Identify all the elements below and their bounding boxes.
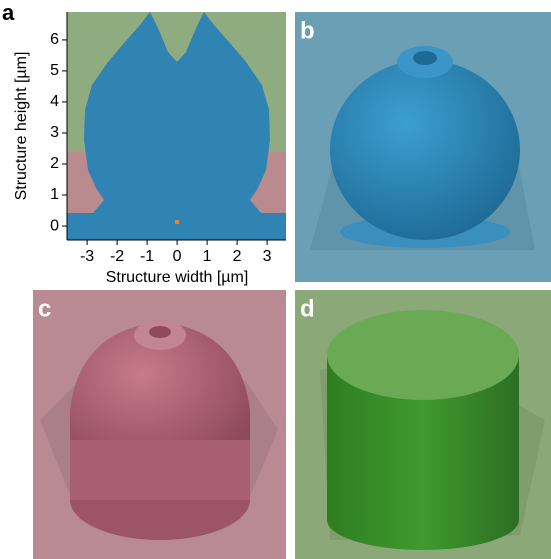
x-tick-label: 2 [233,248,242,265]
x-axis-label: Structure width [µm] [106,269,249,286]
panel-label: a [2,0,15,25]
x-tick-label: -3 [80,248,94,265]
panel-c: c [33,290,286,559]
y-axis-label: Structure height [µm] [13,52,30,201]
y-tick-label: 5 [50,62,59,79]
panel-a: a Structure width [µm] Structure height … [2,0,286,286]
y-tick-label: 2 [50,155,59,172]
y-tick-label: 4 [50,93,59,110]
panel-label: c [38,295,51,322]
y-tick-label: 6 [50,31,59,48]
opening [413,51,437,65]
x-tick-label: -2 [110,248,124,265]
wall [70,440,250,500]
origin-marker [175,220,179,224]
x-tick-label: 3 [263,248,272,265]
panel-d: d [295,290,551,559]
panel-label: b [300,17,315,44]
figure: a Structure width [µm] Structure height … [0,0,551,559]
x-tick-label: 1 [203,248,212,265]
y-tick-label: 3 [50,124,59,141]
x-tick-label: -1 [140,248,154,265]
panel-b: b [295,12,551,282]
x-tick-label: 0 [173,248,182,265]
y-tick-label: 1 [50,186,59,203]
opening [149,326,171,338]
body [330,60,520,240]
panel-label: d [300,295,315,322]
cylinder-top [327,310,519,400]
y-tick-label: 0 [50,217,59,234]
